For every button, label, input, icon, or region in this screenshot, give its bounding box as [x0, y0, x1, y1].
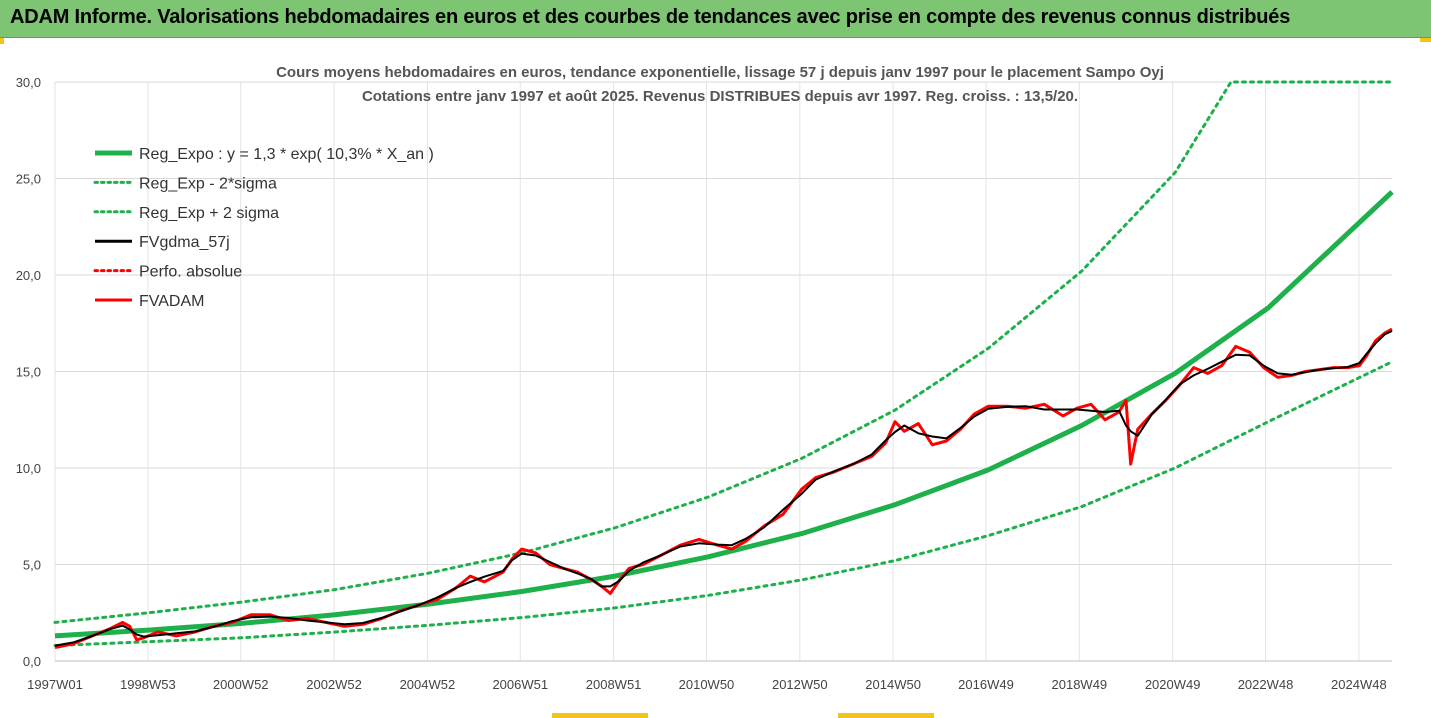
series-layer — [53, 80, 1394, 649]
x-tick-label: 2024W48 — [1331, 677, 1387, 692]
x-tick-label: 2000W52 — [213, 677, 269, 692]
series-line-5 — [54, 330, 1393, 647]
legend-label: Reg_Exp + 2 sigma — [139, 205, 279, 222]
y-tick-label: 30,0 — [16, 75, 41, 90]
x-axis-ticks: 1997W01 1998W53 2000W52 2002W52 2004W52 2006W… — [27, 677, 1387, 692]
report-title: ADAM Informe. Valorisations hebdomadaire… — [10, 6, 1291, 28]
y-tick-label: 5,0 — [23, 558, 41, 573]
grid-lines — [54, 81, 1392, 662]
x-tick-label: 1997W01 — [27, 677, 83, 692]
x-tick-label: 2002W52 — [306, 677, 362, 692]
x-tick-label: 2008W51 — [586, 677, 642, 692]
legend-label: Perfo. absolue — [139, 264, 242, 281]
x-tick-label: 2010W50 — [679, 677, 735, 692]
report-banner: ADAM Informe. Valorisations hebdomadaire… — [0, 0, 1431, 38]
x-tick-label: 2022W48 — [1238, 677, 1294, 692]
y-tick-label: 0,0 — [23, 654, 41, 669]
y-tick-label: 10,0 — [16, 461, 41, 476]
y-tick-label: 15,0 — [16, 365, 41, 380]
bottom-accent-left — [552, 713, 648, 718]
series-line-2 — [53, 80, 1394, 624]
bottom-accent-right — [838, 713, 934, 718]
chart-title-line1: Cours moyens hebdomadaires en euros, ten… — [276, 64, 1164, 81]
x-tick-label: 2012W50 — [772, 677, 828, 692]
y-tick-label: 20,0 — [16, 268, 41, 283]
x-tick-label: 1998W53 — [120, 677, 176, 692]
chart-title-line2: Cotations entre janv 1997 et août 2025. … — [362, 88, 1078, 105]
corner-accent-left — [0, 38, 4, 44]
legend-label: FVgdma_57j — [139, 234, 230, 251]
x-tick-label: 2014W50 — [865, 677, 921, 692]
x-tick-label: 2020W49 — [1145, 677, 1201, 692]
x-tick-label: 2004W52 — [400, 677, 456, 692]
x-tick-label: 2016W49 — [958, 677, 1014, 692]
y-axis-ticks: 0,0 5,0 10,0 15,0 20,0 25,0 30,0 — [16, 75, 41, 669]
line-chart: Cours moyens hebdomadaires en euros, ten… — [16, 64, 1394, 692]
series-line-1 — [53, 360, 1394, 648]
legend: Reg_Expo : y = 1,3 * exp( 10,3% * X_an )… — [93, 146, 434, 310]
legend-label: Reg_Exp - 2*sigma — [139, 175, 277, 192]
corner-accent-right — [1420, 38, 1431, 42]
y-tick-label: 25,0 — [16, 172, 41, 187]
x-tick-label: 2006W51 — [492, 677, 548, 692]
legend-label: FVADAM — [139, 293, 204, 310]
x-tick-label: 2018W49 — [1052, 677, 1108, 692]
series-line-0 — [54, 190, 1394, 639]
legend-label: Reg_Expo : y = 1,3 * exp( 10,3% * X_an ) — [139, 146, 434, 163]
